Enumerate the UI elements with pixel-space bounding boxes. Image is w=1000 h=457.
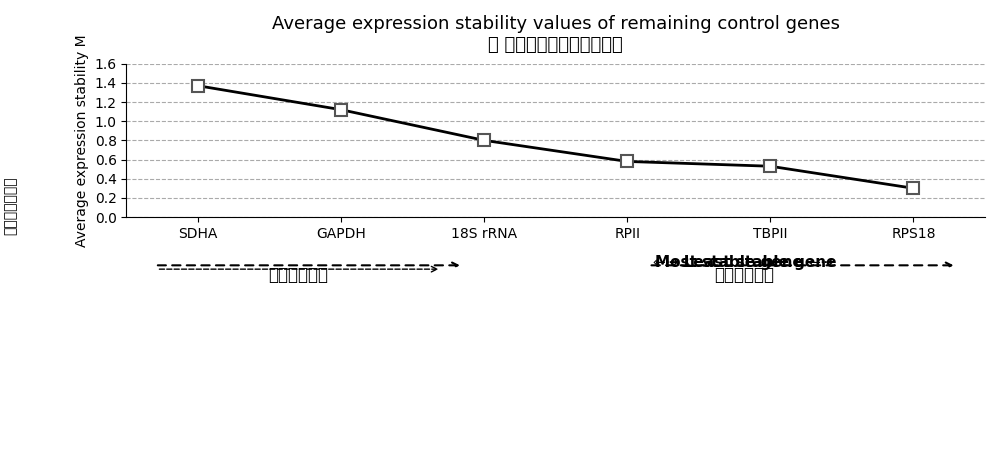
Y-axis label: Average expression stability M: Average expression stability M [75, 34, 89, 247]
Text: ⇽⇢ Least stable gene: ⇽⇢ Least stable gene [653, 255, 836, 270]
Text: 最稳定的基因: 最稳定的基因 [715, 266, 775, 284]
Title: Average expression stability values of remaining control genes
各 内参基因平均表达稳定性: Average expression stability values of r… [272, 15, 840, 54]
Text: Most stable gene ⇽⇢: Most stable gene ⇽⇢ [655, 255, 834, 270]
Text: 最不稳定基因: 最不稳定基因 [268, 266, 328, 284]
Text: 平均表达稳定性: 平均表达稳定性 [3, 176, 17, 235]
